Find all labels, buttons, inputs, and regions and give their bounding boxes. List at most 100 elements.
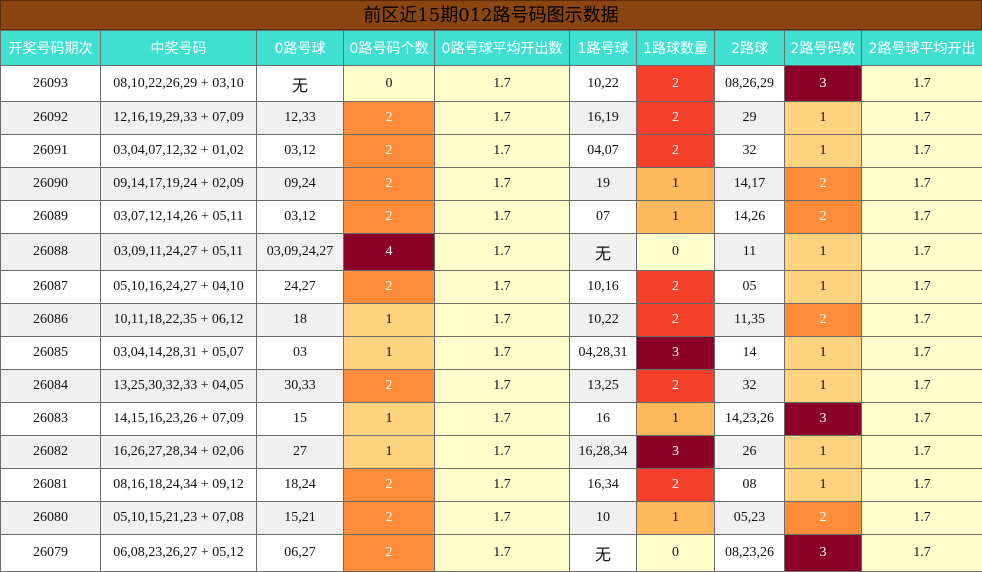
cell-route1-balls: 04,07 (569, 134, 637, 168)
cell-numbers: 05,10,16,24,27 + 04,10 (100, 270, 257, 304)
cell-route1-balls: 16 (569, 402, 637, 436)
cell-route2-balls: 14,17 (714, 167, 785, 201)
cell-route0-count: 2 (343, 534, 435, 572)
cell-route1-balls: 16,28,34 (569, 435, 637, 469)
cell-route0-balls: 03,12 (256, 134, 344, 168)
cell-route0-balls: 03,12 (256, 200, 344, 234)
table-row: 26093 08,10,22,26,29 + 03,10 无 0 1.7 10,22 2 08… (0, 65, 982, 102)
col-header-route0-count: 0路号码个数 (343, 30, 435, 66)
cell-numbers: 06,08,23,26,27 + 05,12 (100, 534, 257, 572)
cell-route1-balls: 10,22 (569, 303, 637, 337)
cell-route1-balls: 10,22 (569, 65, 637, 102)
cell-route1-balls: 19 (569, 167, 637, 201)
cell-route2-avg: 1.7 (861, 303, 982, 337)
table-row: 26090 09,14,17,19,24 + 02,09 09,24 2 1.7 19 1 1… (0, 167, 982, 201)
cell-route0-count: 1 (343, 336, 435, 370)
cell-issue: 26083 (0, 402, 101, 436)
cell-route0-avg: 1.7 (434, 336, 570, 370)
cell-route0-balls: 09,24 (256, 167, 344, 201)
cell-route2-avg: 1.7 (861, 200, 982, 234)
cell-route0-count: 1 (343, 435, 435, 469)
cell-route0-count: 2 (343, 270, 435, 304)
table-row: 26087 05,10,16,24,27 + 04,10 24,27 2 1.7 10,1… (0, 270, 982, 304)
cell-route2-count: 1 (784, 134, 862, 168)
cell-route0-count: 2 (343, 369, 435, 403)
table-row: 26081 08,16,18,24,34 + 09,12 18,24 2 1.7 16,3… (0, 468, 982, 502)
cell-route0-avg: 1.7 (434, 303, 570, 337)
cell-route2-avg: 1.7 (861, 534, 982, 572)
table-row: 26084 13,25,30,32,33 + 04,05 30,33 2 1.7 13,2… (0, 369, 982, 403)
cell-route2-count: 1 (784, 435, 862, 469)
cell-route0-count: 2 (343, 101, 435, 135)
table-row: 26085 03,04,14,28,31 + 05,07 03 1 1.7 04,28,3… (0, 336, 982, 370)
cell-route0-balls: 30,33 (256, 369, 344, 403)
cell-route1-count: 2 (636, 270, 715, 304)
cell-route0-count: 2 (343, 167, 435, 201)
table-row: 26083 14,15,16,23,26 + 07,09 15 1 1.7 16 1 14,2… (0, 402, 982, 436)
cell-route1-count: 2 (636, 134, 715, 168)
cell-route2-count: 1 (784, 101, 862, 135)
cell-issue: 26087 (0, 270, 101, 304)
cell-route2-balls: 08,26,29 (714, 65, 785, 102)
cell-route0-count: 2 (343, 501, 435, 535)
cell-route2-count: 1 (784, 468, 862, 502)
cell-route2-avg: 1.7 (861, 65, 982, 102)
cell-numbers: 14,15,16,23,26 + 07,09 (100, 402, 257, 436)
cell-route0-count: 2 (343, 134, 435, 168)
cell-route0-balls: 03,09,24,27 (256, 233, 344, 271)
cell-route1-balls: 无 (569, 233, 637, 271)
cell-route1-balls: 10,16 (569, 270, 637, 304)
col-header-route2-count: 2路号码数 (784, 30, 862, 66)
cell-numbers: 10,11,18,22,35 + 06,12 (100, 303, 257, 337)
cell-route2-count: 3 (784, 402, 862, 436)
cell-route0-balls: 12,33 (256, 101, 344, 135)
cell-issue: 26080 (0, 501, 101, 535)
cell-route1-count: 1 (636, 402, 715, 436)
cell-route0-avg: 1.7 (434, 435, 570, 469)
cell-route1-count: 3 (636, 435, 715, 469)
cell-route1-count: 1 (636, 501, 715, 535)
cell-issue: 26079 (0, 534, 101, 572)
cell-route2-avg: 1.7 (861, 233, 982, 271)
cell-route0-avg: 1.7 (434, 369, 570, 403)
table-row: 26089 03,07,12,14,26 + 05,11 03,12 2 1.7 07 1 1… (0, 200, 982, 234)
cell-route2-balls: 08 (714, 468, 785, 502)
cell-route1-count: 2 (636, 101, 715, 135)
cell-route1-balls: 07 (569, 200, 637, 234)
cell-route2-count: 1 (784, 233, 862, 271)
cell-issue: 26091 (0, 134, 101, 168)
cell-numbers: 08,16,18,24,34 + 09,12 (100, 468, 257, 502)
cell-route1-count: 2 (636, 369, 715, 403)
cell-route2-balls: 32 (714, 369, 785, 403)
table-row: 26086 10,11,18,22,35 + 06,12 18 1 1.7 10,22 2 1… (0, 303, 982, 337)
cell-route1-count: 3 (636, 336, 715, 370)
cell-route1-balls: 04,28,31 (569, 336, 637, 370)
cell-route2-balls: 11,35 (714, 303, 785, 337)
cell-route2-avg: 1.7 (861, 369, 982, 403)
cell-numbers: 03,07,12,14,26 + 05,11 (100, 200, 257, 234)
cell-route2-count: 2 (784, 303, 862, 337)
cell-route2-balls: 14 (714, 336, 785, 370)
cell-route2-balls: 05,23 (714, 501, 785, 535)
cell-route2-balls: 32 (714, 134, 785, 168)
cell-route2-avg: 1.7 (861, 336, 982, 370)
col-header-route0-balls: 0路号球 (256, 30, 344, 66)
cell-route2-count: 2 (784, 167, 862, 201)
cell-route0-avg: 1.7 (434, 65, 570, 102)
cell-route0-balls: 06,27 (256, 534, 344, 572)
header-row: 开奖号码期次 中奖号码 0路号球 0路号码个数 0路号球平均开出数 1路号球 1… (0, 30, 982, 66)
cell-route2-balls: 29 (714, 101, 785, 135)
col-header-route1-count: 1路球数量 (636, 30, 715, 66)
table-row: 26079 06,08,23,26,27 + 05,12 06,27 2 1.7 无 0 08… (0, 534, 982, 572)
cell-route0-count: 1 (343, 402, 435, 436)
cell-route0-avg: 1.7 (434, 402, 570, 436)
cell-route2-balls: 11 (714, 233, 785, 271)
cell-route2-count: 2 (784, 501, 862, 535)
cell-route0-avg: 1.7 (434, 101, 570, 135)
cell-route1-count: 1 (636, 200, 715, 234)
cell-route0-avg: 1.7 (434, 200, 570, 234)
cell-route1-balls: 无 (569, 534, 637, 572)
cell-numbers: 03,09,11,24,27 + 05,11 (100, 233, 257, 271)
cell-route1-count: 0 (636, 233, 715, 271)
